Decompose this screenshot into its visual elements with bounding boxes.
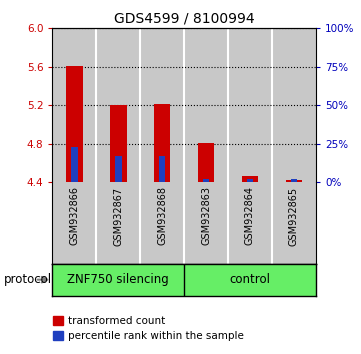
Bar: [110, 105, 127, 182]
Bar: [198, 143, 214, 182]
Text: GSM932863: GSM932863: [201, 186, 211, 245]
Text: GSM932866: GSM932866: [69, 186, 79, 245]
Bar: [140, 182, 184, 264]
Text: GSM932867: GSM932867: [113, 186, 123, 246]
Text: ZNF750 silencing: ZNF750 silencing: [68, 273, 169, 286]
Title: GDS4599 / 8100994: GDS4599 / 8100994: [114, 12, 255, 26]
Bar: [184, 182, 228, 264]
Bar: [52, 264, 184, 296]
Bar: [52, 28, 96, 182]
Text: GSM932864: GSM932864: [245, 186, 255, 245]
Bar: [159, 156, 165, 182]
Bar: [228, 182, 272, 264]
Bar: [115, 156, 122, 182]
Text: GSM932868: GSM932868: [157, 186, 167, 245]
Bar: [242, 176, 258, 182]
Text: protocol: protocol: [4, 273, 52, 286]
Bar: [272, 28, 316, 182]
Bar: [96, 28, 140, 182]
Legend: transformed count, percentile rank within the sample: transformed count, percentile rank withi…: [48, 312, 248, 345]
Bar: [184, 264, 316, 296]
Bar: [184, 28, 228, 182]
Bar: [66, 66, 83, 182]
Text: GSM932865: GSM932865: [289, 186, 299, 246]
Text: control: control: [230, 273, 270, 286]
Bar: [228, 28, 272, 182]
Bar: [286, 181, 302, 182]
Bar: [140, 28, 184, 182]
Bar: [203, 179, 209, 182]
Bar: [96, 182, 140, 264]
Bar: [291, 179, 297, 182]
Bar: [272, 182, 316, 264]
Bar: [247, 179, 253, 182]
Bar: [154, 104, 170, 182]
Bar: [71, 147, 78, 182]
Bar: [52, 182, 96, 264]
